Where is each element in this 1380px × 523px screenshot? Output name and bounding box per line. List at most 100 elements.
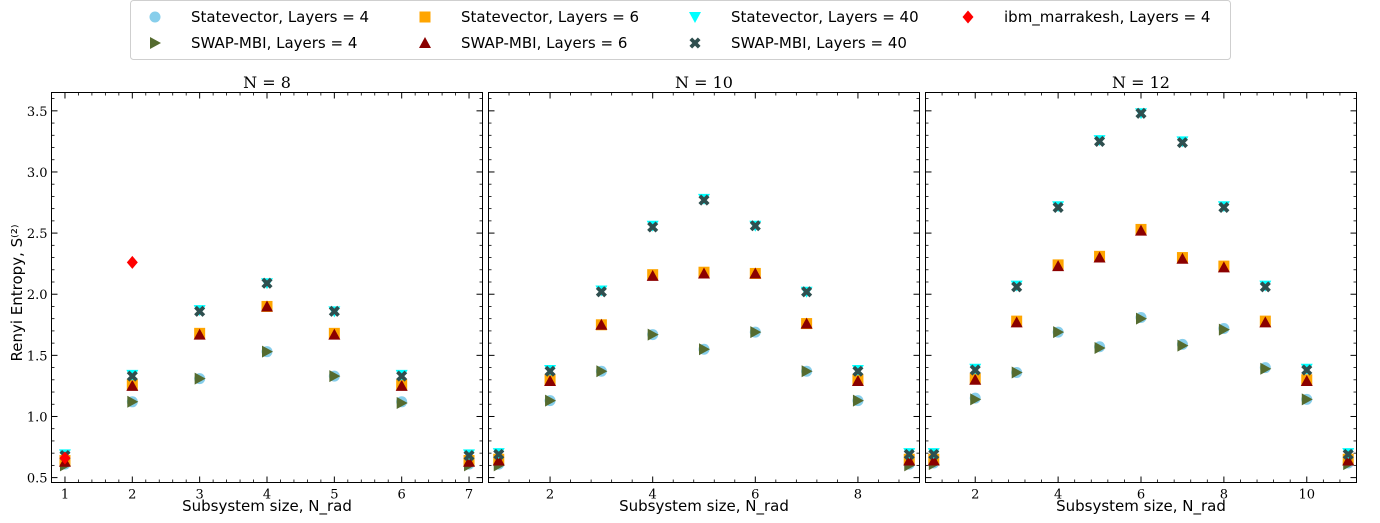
x-axis-label: Subsystem size, N_rad: [1056, 497, 1226, 516]
point-sm40: [1094, 135, 1106, 147]
panel-title: N = 8: [243, 73, 291, 92]
point-sm6: [646, 269, 659, 281]
legend-marker-ibm: [962, 10, 974, 24]
point-sm4: [852, 394, 864, 407]
legend-label-sv6: Statevector, Layers = 6: [461, 8, 639, 26]
data-points: [927, 107, 1355, 471]
point-sm40: [1301, 364, 1313, 376]
legend-entry-sm4: SWAP-MBI, Layers = 4: [150, 34, 357, 52]
x-tick-label: 7: [465, 488, 473, 503]
point-sm6: [1052, 260, 1065, 272]
legend-entry-sv6: Statevector, Layers = 6: [419, 8, 639, 26]
point-sm40: [544, 365, 556, 377]
x-tick-label: 2: [546, 488, 554, 503]
panel-2: N = 10 Subsystem size, N_rad 2 4 6 8: [488, 73, 920, 516]
point-sm6: [969, 373, 982, 385]
panel-1: N = 8 Subsystem size, N_rad 1 2 3 4 5 6 7 0.5 1.0 1…: [27, 73, 483, 516]
y-tick-label: 1.5: [27, 349, 48, 364]
point-sm6: [851, 375, 864, 387]
point-sm4: [699, 343, 710, 356]
panel-title: N = 10: [675, 73, 733, 92]
legend-entry-sm6: SWAP-MBI, Layers = 6: [419, 34, 627, 52]
point-sm40: [903, 448, 915, 460]
point-sm4: [545, 394, 557, 407]
legend-label-sm40: SWAP-MBI, Layers = 40: [731, 34, 907, 52]
legend-marker-sm6: [419, 37, 431, 48]
point-sm40: [126, 370, 138, 382]
x-tick-label: 5: [330, 488, 338, 503]
point-sm40: [647, 221, 659, 233]
point-sm4: [1136, 312, 1147, 325]
point-sm6: [328, 328, 341, 340]
point-sm6: [1093, 251, 1106, 263]
point-sm6: [1300, 375, 1313, 387]
point-sm4: [329, 370, 341, 383]
legend-entry-sm40: SWAP-MBI, Layers = 40: [689, 34, 907, 52]
legend-entry-sv4: Statevector, Layers = 4: [149, 8, 369, 26]
y-tick-label: 3.5: [27, 105, 48, 120]
y-tick-label: 2.0: [27, 288, 48, 303]
point-sm4: [1218, 323, 1230, 336]
legend-marker-sv4: [149, 11, 161, 23]
point-sm40: [595, 286, 607, 298]
legend-label-ibm: ibm_marrakesh, Layers = 4: [1004, 8, 1210, 27]
point-sm6: [492, 454, 505, 466]
x-axis-label: Subsystem size, N_rad: [619, 497, 789, 516]
x-tick-label: 10: [1298, 488, 1315, 503]
point-sm4: [194, 372, 206, 385]
legend-entry-sv40: Statevector, Layers = 40: [689, 8, 919, 26]
point-sm40: [749, 220, 761, 232]
point-sm4: [1053, 326, 1065, 339]
x-tick-label: 6: [398, 488, 406, 503]
x-tick-label: 2: [971, 488, 979, 503]
legend-frame: [130, 0, 1231, 60]
point-sm6: [749, 267, 762, 279]
point-sm6: [903, 454, 916, 466]
point-sm6: [698, 267, 710, 279]
point-sm40: [396, 370, 408, 382]
x-tick-label: 1: [61, 488, 69, 503]
point-sm40: [969, 364, 981, 376]
point-sm40: [928, 448, 940, 460]
point-sm4: [1011, 366, 1023, 379]
point-ibm: [59, 451, 71, 465]
point-sm40: [1052, 201, 1064, 213]
x-tick-label: 2: [128, 488, 136, 503]
point-sm4: [262, 345, 273, 358]
point-sm4: [801, 365, 813, 378]
point-sm40: [1176, 137, 1188, 149]
point-sm6: [1217, 261, 1230, 273]
legend-marker-sm40: [689, 37, 701, 49]
point-sm40: [1218, 201, 1230, 213]
point-sm40: [698, 194, 710, 206]
legend-label-sm4: SWAP-MBI, Layers = 4: [191, 34, 357, 52]
legend-entry-ibm: ibm_marrakesh, Layers = 4: [962, 8, 1210, 27]
legend-label-sv40: Statevector, Layers = 40: [731, 8, 919, 26]
point-sm6: [1259, 316, 1272, 328]
point-sm40: [1342, 448, 1354, 460]
point-sm6: [927, 454, 940, 466]
point-sm4: [127, 395, 139, 408]
axes-panels: N = 8 Subsystem size, N_rad 1 2 3 4 5 6 7 0.5 1.0 1…: [27, 73, 1357, 516]
legend-marker-sv40: [689, 12, 701, 23]
point-sm40: [801, 286, 813, 298]
point-sm6: [395, 379, 408, 391]
x-tick-label: 3: [196, 488, 204, 503]
x-tick-label: 4: [649, 488, 657, 503]
point-sm6: [1176, 252, 1189, 264]
y-tick-label: 3.0: [27, 166, 48, 181]
panel-3: N = 12 Subsystem size, N_rad 2 4 6 8 10: [925, 73, 1357, 516]
x-tick-label: 4: [263, 488, 271, 503]
point-sm6: [800, 317, 813, 329]
point-sm4: [970, 393, 982, 406]
y-tick-label: 2.5: [27, 227, 48, 242]
y-tick-label: 1.0: [27, 410, 48, 425]
point-sm40: [463, 450, 475, 462]
point-sm4: [647, 328, 659, 341]
legend-marker-sm4: [150, 37, 161, 49]
point-sm40: [328, 305, 340, 317]
point-sm6: [193, 328, 206, 340]
data-points: [58, 255, 476, 472]
x-tick-label: 8: [854, 488, 862, 503]
panel-title: N = 12: [1112, 73, 1170, 92]
